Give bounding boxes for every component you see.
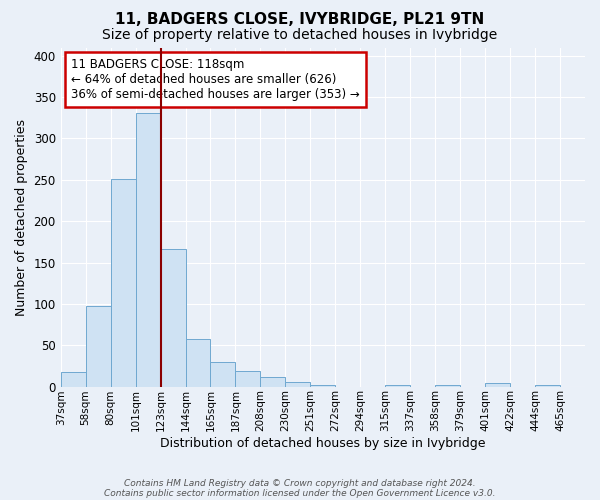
- Bar: [286, 382, 310, 386]
- Text: 11 BADGERS CLOSE: 118sqm
← 64% of detached houses are smaller (626)
36% of semi-: 11 BADGERS CLOSE: 118sqm ← 64% of detach…: [71, 58, 360, 100]
- X-axis label: Distribution of detached houses by size in Ivybridge: Distribution of detached houses by size …: [160, 437, 485, 450]
- Bar: [61, 372, 86, 386]
- Bar: [485, 383, 510, 386]
- Bar: [110, 179, 136, 386]
- Text: Contains HM Land Registry data © Crown copyright and database right 2024.: Contains HM Land Registry data © Crown c…: [124, 478, 476, 488]
- Bar: [385, 385, 410, 386]
- Bar: [136, 113, 161, 386]
- Bar: [260, 376, 286, 386]
- Bar: [535, 385, 560, 386]
- Text: 11, BADGERS CLOSE, IVYBRIDGE, PL21 9TN: 11, BADGERS CLOSE, IVYBRIDGE, PL21 9TN: [115, 12, 485, 28]
- Bar: [235, 371, 260, 386]
- Text: Size of property relative to detached houses in Ivybridge: Size of property relative to detached ho…: [103, 28, 497, 42]
- Bar: [211, 362, 235, 386]
- Bar: [161, 250, 185, 386]
- Bar: [310, 385, 335, 386]
- Bar: [86, 306, 110, 386]
- Bar: [185, 340, 211, 386]
- Bar: [435, 385, 460, 386]
- Y-axis label: Number of detached properties: Number of detached properties: [15, 118, 28, 316]
- Text: Contains public sector information licensed under the Open Government Licence v3: Contains public sector information licen…: [104, 488, 496, 498]
